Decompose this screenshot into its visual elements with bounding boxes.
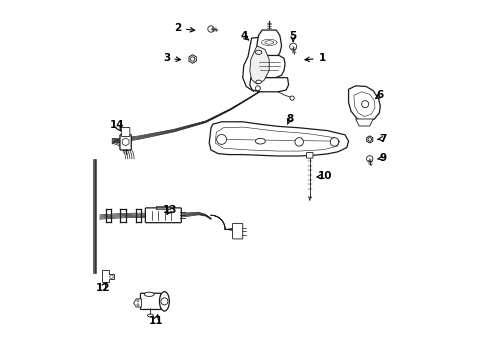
FancyBboxPatch shape: [121, 127, 130, 136]
Ellipse shape: [255, 138, 265, 144]
FancyBboxPatch shape: [232, 224, 242, 239]
Polygon shape: [249, 78, 288, 92]
Text: 12: 12: [95, 283, 110, 293]
Circle shape: [367, 138, 371, 141]
Polygon shape: [355, 119, 372, 126]
Text: 11: 11: [148, 316, 163, 326]
Ellipse shape: [159, 292, 169, 311]
Polygon shape: [253, 55, 285, 78]
Circle shape: [289, 43, 296, 50]
Text: 8: 8: [285, 114, 293, 124]
FancyBboxPatch shape: [306, 153, 312, 158]
Polygon shape: [249, 46, 269, 84]
Circle shape: [255, 86, 260, 91]
Text: 3: 3: [163, 53, 170, 63]
FancyBboxPatch shape: [145, 208, 181, 223]
Text: 13: 13: [163, 205, 177, 215]
Text: 2: 2: [174, 23, 181, 33]
Circle shape: [289, 96, 294, 100]
Polygon shape: [348, 86, 380, 122]
Circle shape: [161, 298, 167, 305]
Circle shape: [137, 304, 139, 306]
Circle shape: [190, 57, 194, 61]
Text: 14: 14: [109, 120, 124, 130]
Circle shape: [361, 101, 368, 108]
Circle shape: [207, 26, 214, 32]
Ellipse shape: [144, 292, 154, 296]
Text: 4: 4: [240, 31, 247, 41]
Polygon shape: [366, 136, 372, 143]
Text: 9: 9: [379, 153, 386, 163]
Circle shape: [329, 138, 338, 146]
Polygon shape: [215, 127, 339, 151]
Circle shape: [216, 135, 226, 144]
Ellipse shape: [255, 50, 261, 54]
Polygon shape: [353, 92, 374, 117]
Text: 6: 6: [376, 90, 383, 100]
Polygon shape: [209, 122, 348, 156]
Text: 1: 1: [318, 53, 325, 63]
Polygon shape: [188, 55, 196, 63]
Polygon shape: [122, 138, 129, 146]
Circle shape: [137, 300, 139, 302]
Polygon shape: [256, 30, 281, 58]
FancyBboxPatch shape: [140, 293, 161, 310]
Polygon shape: [102, 270, 114, 282]
Text: 5: 5: [289, 31, 296, 41]
Ellipse shape: [147, 314, 153, 317]
Polygon shape: [133, 299, 141, 307]
Circle shape: [294, 138, 303, 146]
Text: 10: 10: [317, 171, 331, 181]
FancyBboxPatch shape: [120, 135, 131, 150]
Circle shape: [109, 275, 113, 278]
Circle shape: [366, 156, 372, 162]
Ellipse shape: [255, 80, 261, 84]
Polygon shape: [242, 37, 275, 91]
Text: 7: 7: [378, 134, 386, 144]
